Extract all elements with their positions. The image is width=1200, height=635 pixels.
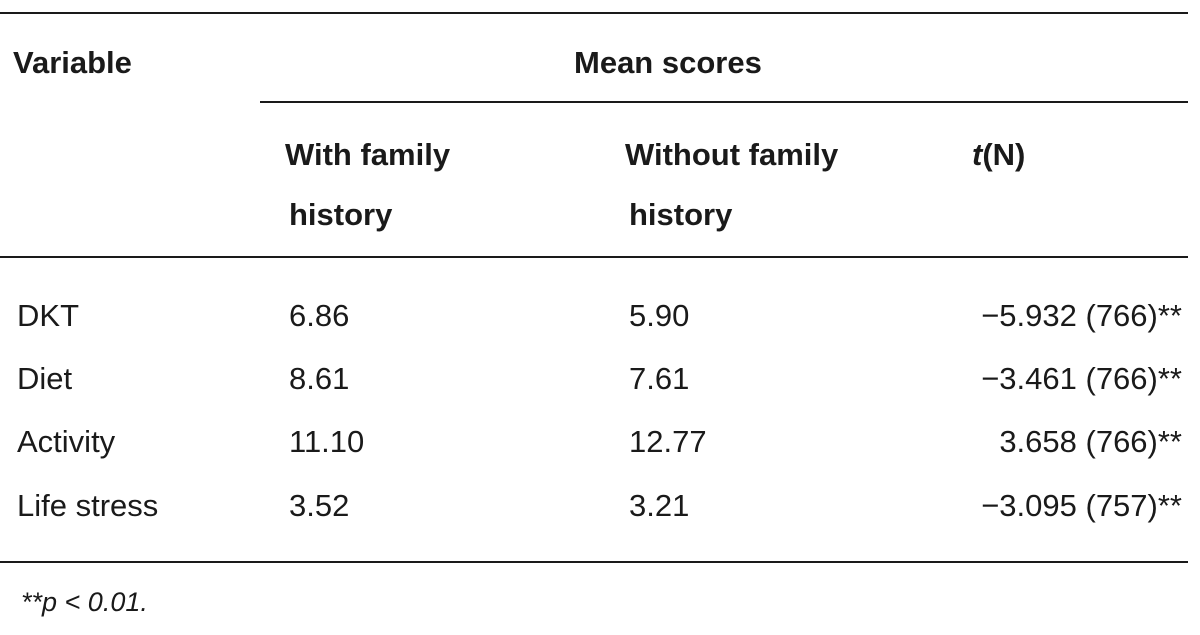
row-life-stress-t: −3.095 (757)** <box>981 488 1182 523</box>
row-diet-with: 8.61 <box>289 361 350 396</box>
row-diet-without: 7.61 <box>629 361 690 396</box>
row-dkt-t: −5.932 (766)** <box>981 298 1182 333</box>
row-dkt-with: 6.86 <box>289 298 350 333</box>
header-with-family-line2: history <box>289 197 393 232</box>
header-bottom-rule <box>0 256 1188 258</box>
row-life-stress-without: 3.21 <box>629 488 690 523</box>
header-without-family-line2: history <box>629 197 733 232</box>
row-activity-variable: Activity <box>17 424 116 459</box>
row-diet-variable: Diet <box>17 361 73 396</box>
header-variable: Variable <box>13 45 132 80</box>
row-dkt-without: 5.90 <box>629 298 690 333</box>
row-life-stress-variable: Life stress <box>17 488 159 523</box>
footnote: **p < 0.01. <box>21 587 148 617</box>
row-activity-with: 11.10 <box>289 424 365 459</box>
row-dkt-variable: DKT <box>17 298 79 333</box>
header-with-family-line1: With family <box>285 137 451 172</box>
t-symbol: t <box>972 137 983 172</box>
row-life-stress-with: 3.52 <box>289 488 350 523</box>
row-activity-t: 3.658 (766)** <box>999 424 1182 459</box>
top-rule <box>0 12 1188 14</box>
row-diet-t: −3.461 (766)** <box>981 361 1182 396</box>
row-activity-without: 12.77 <box>629 424 707 459</box>
header-mean-scores: Mean scores <box>574 45 762 80</box>
header-t-statistic: t(N) <box>972 139 1025 170</box>
mean-scores-rule <box>260 101 1188 103</box>
table-bottom-rule <box>0 561 1188 563</box>
t-suffix: (N) <box>982 137 1026 172</box>
header-without-family-line1: Without family <box>625 137 839 172</box>
